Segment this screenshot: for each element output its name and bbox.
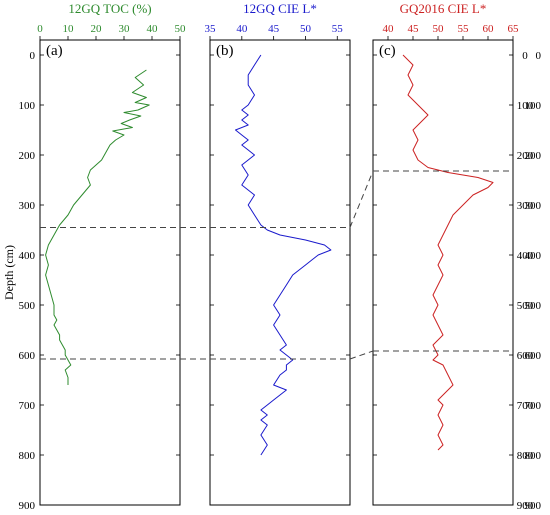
y-tick-label: 400 [517, 250, 534, 262]
y-tick-label: 0 [30, 50, 36, 62]
y-tick-label: 100 [517, 100, 534, 112]
x-tick-label: 50 [300, 23, 312, 35]
plot-frame [209, 39, 351, 506]
panel-b: 12GQ CIE L* 35 40 45 50 55 0 100 200 300 400 500 600… [205, 1, 534, 512]
series-line [402, 54, 494, 451]
y-tick-label: 300 [517, 200, 534, 212]
y-tick-label: 900 [517, 500, 534, 512]
x-tick-label: 10 [63, 23, 75, 35]
series-line [45, 69, 150, 385]
x-tick-label: 35 [205, 23, 217, 35]
panel-a: 12GQ TOC (%)0 10 20 30 40 5001002003004005006… [2, 1, 186, 512]
y-tick-label: 100 [525, 100, 542, 112]
y-tick-label: 800 [517, 450, 534, 462]
x-tick-label: 60 [483, 23, 495, 35]
axis-title: GQ2016 CIE L* [400, 1, 487, 16]
plot-frame [39, 39, 181, 506]
y-tick-label: 900 [525, 500, 542, 512]
panel-label: (c) [379, 43, 396, 59]
x-tick-label: 20 [91, 23, 103, 35]
x-tick-label: 40 [236, 23, 248, 35]
panel-label: (a) [46, 43, 63, 59]
x-tick-label: 55 [332, 23, 344, 35]
y-tick-label: 300 [19, 200, 36, 212]
y-tick-label: 600 [525, 350, 542, 362]
y-tick-label: 900 [19, 500, 36, 512]
x-tick-label: 30 [119, 23, 131, 35]
correlation-lines [40, 170, 513, 360]
plot-frame [372, 39, 514, 506]
y-tick-label: 100 [19, 100, 36, 112]
x-tick-label: 55 [458, 23, 470, 35]
axis-title: 12GQ CIE L* [243, 1, 317, 16]
y-tick-label: 700 [19, 400, 36, 412]
series-line [235, 54, 332, 456]
y-tick-label: 600 [19, 350, 36, 362]
y-tick-label: 700 [517, 400, 534, 412]
y-tick-label: 200 [525, 150, 542, 162]
y-tick-label: 800 [19, 450, 36, 462]
x-tick-label: 45 [408, 23, 420, 35]
x-tick-label: 40 [383, 23, 395, 35]
y-tick-label: 500 [525, 300, 542, 312]
x-tick-label: 40 [147, 23, 159, 35]
y-tick-label: 0 [522, 50, 528, 62]
x-tick-label: 50 [433, 23, 445, 35]
y-tick-label: 700 [525, 400, 542, 412]
axis-title: 12GQ TOC (%) [68, 1, 151, 16]
panel-label: (b) [216, 43, 234, 59]
y-tick-label: 400 [525, 250, 542, 262]
y-tick-label: 500 [517, 300, 534, 312]
x-tick-label: 0 [37, 23, 43, 35]
y-tick-label: 500 [19, 300, 36, 312]
correlation-line [349, 350, 374, 360]
y-tick-label: 200 [517, 150, 534, 162]
y-axis-label: Depth (cm) [2, 245, 16, 300]
y-tick-label: 800 [525, 450, 542, 462]
y-tick-label: 600 [517, 350, 534, 362]
x-tick-label: 65 [508, 23, 520, 35]
x-tick-label: 50 [175, 23, 187, 35]
y-tick-label: 0 [536, 50, 542, 62]
y-tick-label: 400 [19, 250, 36, 262]
y-tick-label: 300 [525, 200, 542, 212]
x-tick-label: 45 [268, 23, 280, 35]
correlation-line [349, 170, 374, 228]
y-tick-label: 200 [19, 150, 36, 162]
panel-c: GQ2016 CIE L* 40 45 50 55 60 65 0 100 200 300 400 50… [372, 1, 542, 512]
